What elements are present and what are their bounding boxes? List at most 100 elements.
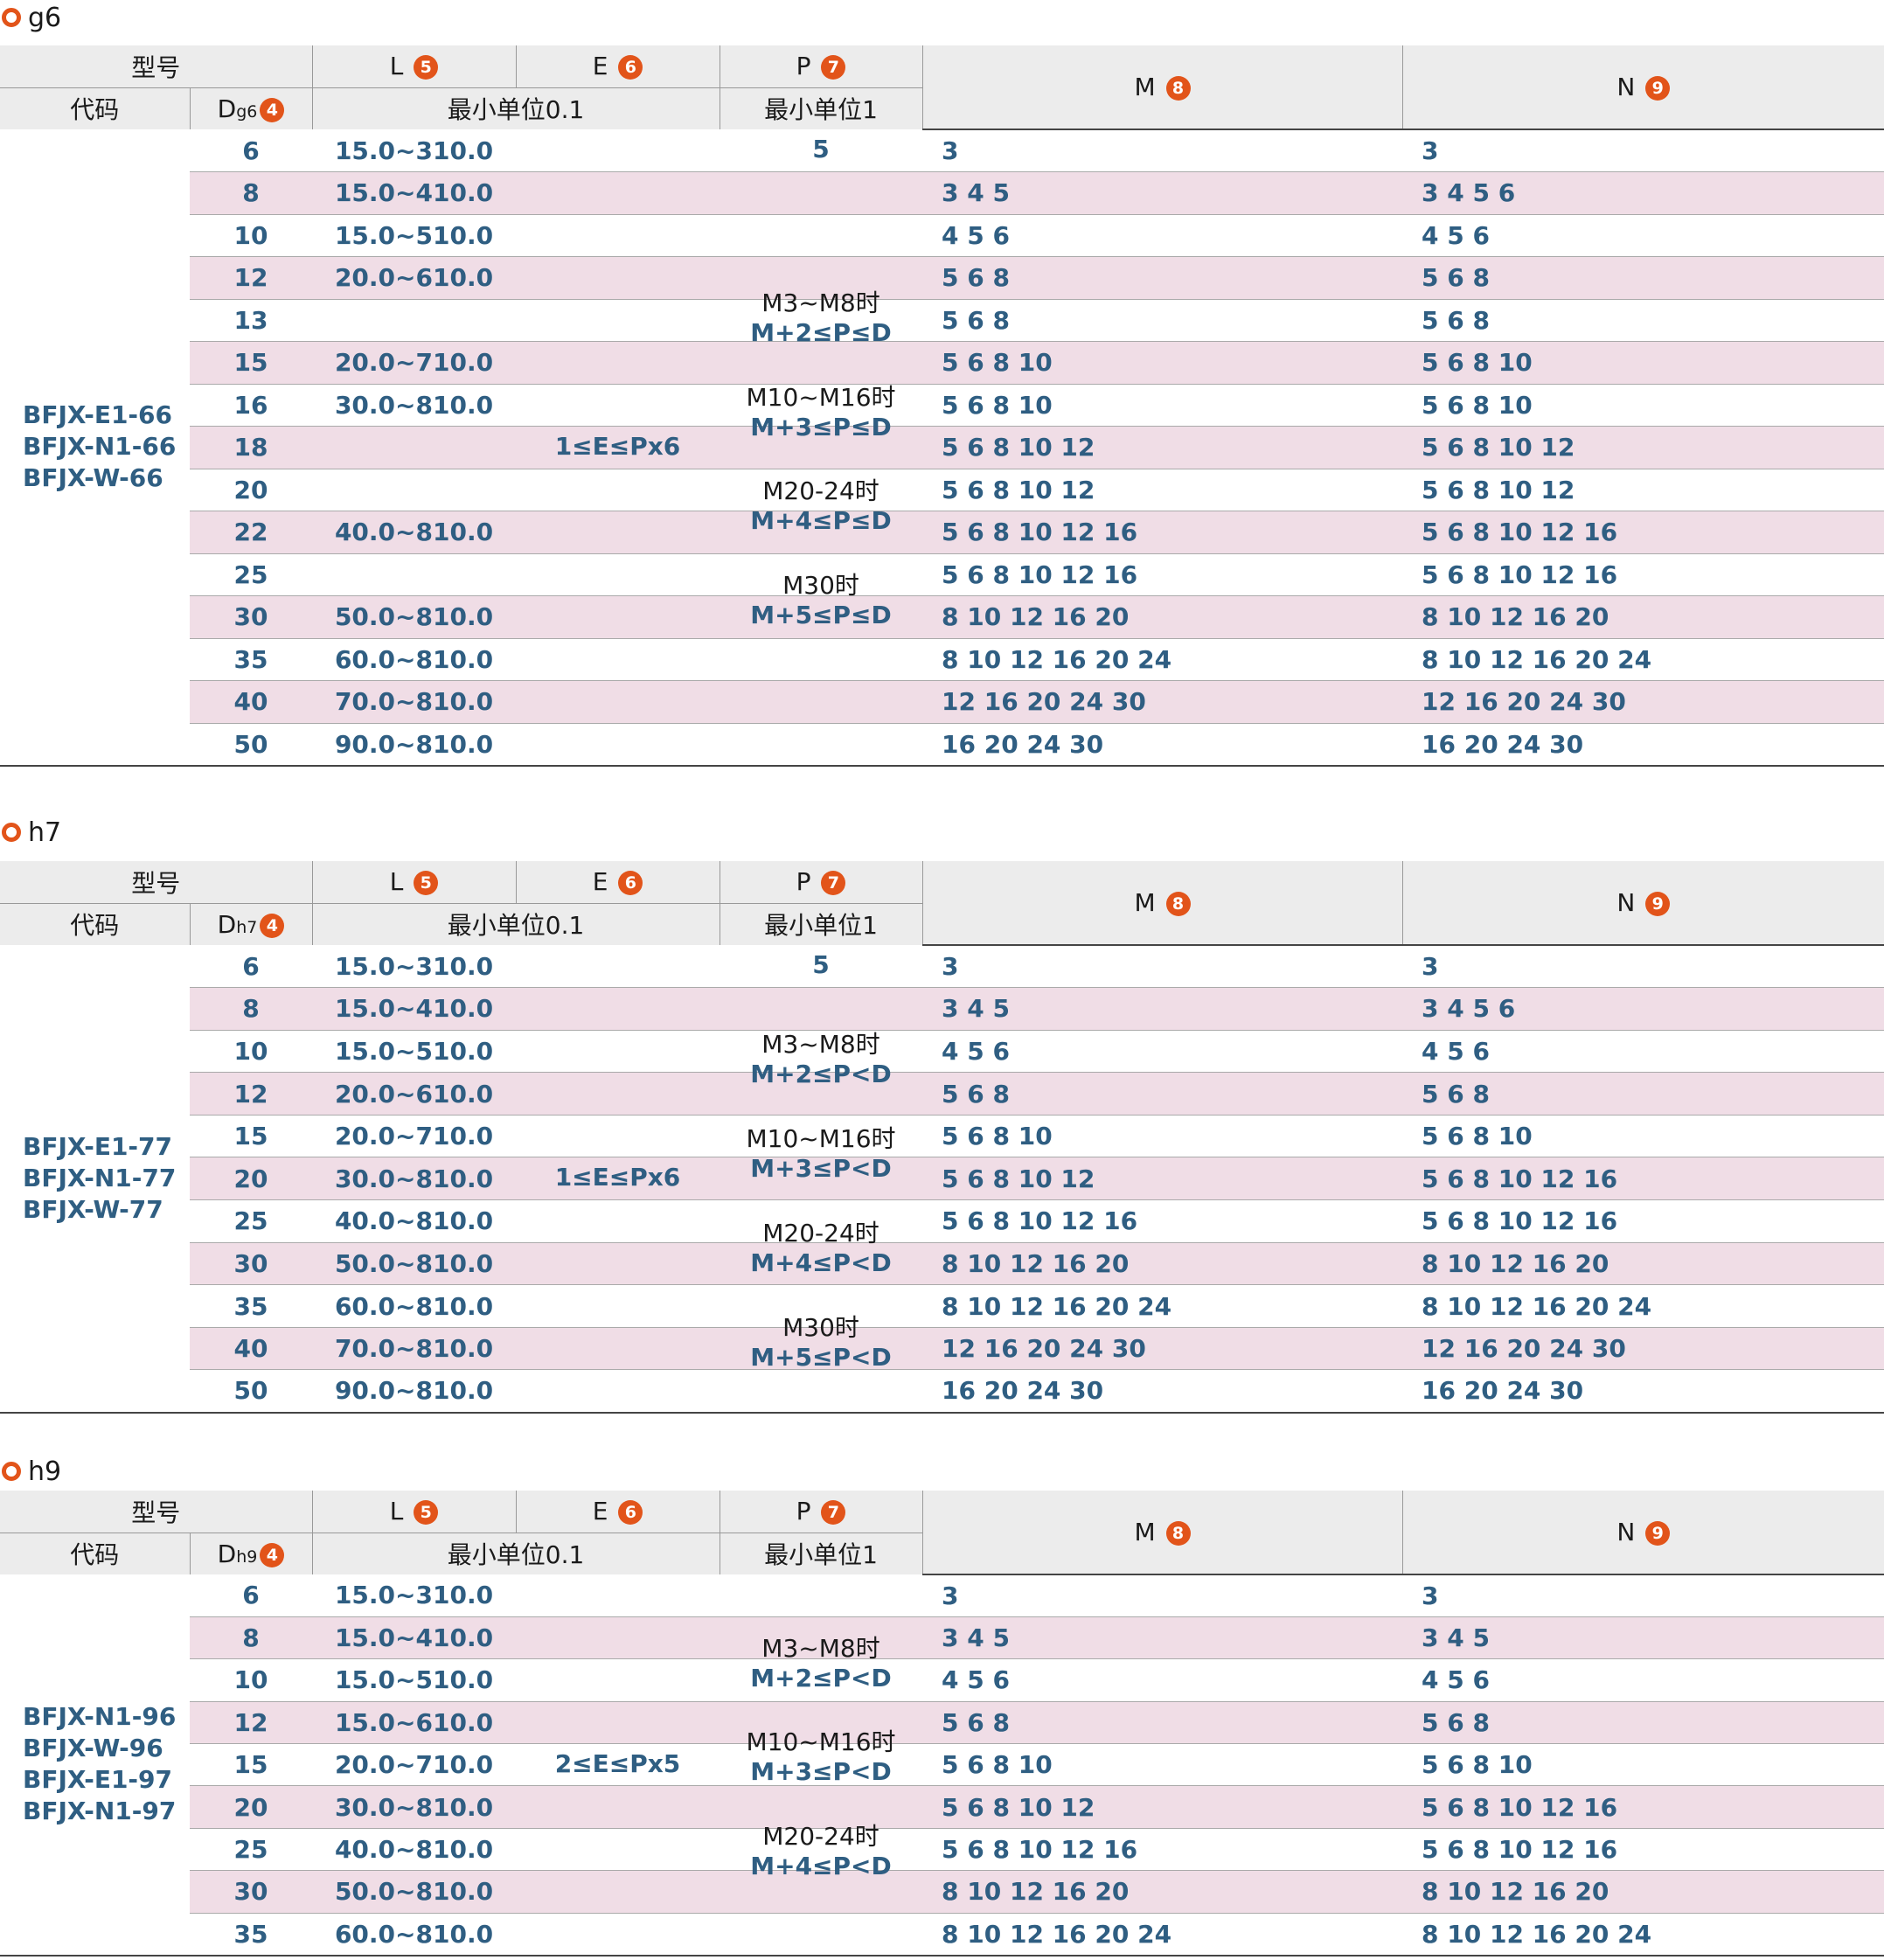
e-cell <box>516 1701 720 1745</box>
e-rule: 2≤E≤Px5 <box>554 1748 681 1778</box>
d-value: 8 <box>190 1616 313 1660</box>
p-cell <box>720 511 923 554</box>
d-value: 15 <box>190 341 313 385</box>
n-values: 3 4 5 <box>1402 1616 1884 1660</box>
header-d-sub: h9 <box>236 1546 258 1567</box>
e-cell <box>516 987 720 1031</box>
model-code: BFJX-W-96 <box>23 1734 163 1763</box>
header-p: P 7 <box>719 45 923 88</box>
n-values: 3 <box>1402 129 1884 172</box>
l-value: 90.0~810.0 <box>312 723 517 767</box>
e-cell <box>516 945 720 989</box>
e-cell <box>516 1828 720 1872</box>
l-value: 15.0~510.0 <box>312 1030 517 1074</box>
m-values: 5 6 8 <box>922 256 1403 300</box>
p-first-value: 5 <box>812 950 830 979</box>
n-values: 12 16 20 24 30 <box>1402 680 1884 724</box>
header-d: Dh7 4 <box>189 903 313 945</box>
n-values: 5 6 8 <box>1402 256 1884 300</box>
n-values: 3 4 5 6 <box>1402 987 1884 1031</box>
table-row: 12 15.0~610.0 5 6 8 5 6 8 <box>0 1701 1884 1745</box>
badge-5: 5 <box>414 871 439 896</box>
p-cell <box>720 1574 923 1617</box>
d-value: 8 <box>190 987 313 1031</box>
header-unit-1: 最小单位1 <box>719 1533 923 1574</box>
header-code: 代码 <box>0 903 190 945</box>
m-values: 5 6 8 10 12 <box>922 1157 1403 1201</box>
e-cell <box>516 214 720 257</box>
table-row: 30 50.0~810.0 8 10 12 16 20 8 10 12 16 20 <box>0 595 1884 639</box>
header-model: 型号 <box>0 1491 313 1533</box>
header-model: 型号 <box>0 861 313 904</box>
m-values: 3 <box>922 1574 1403 1617</box>
l-value: 15.0~410.0 <box>312 987 517 1031</box>
e-cell <box>516 256 720 300</box>
model-code: BFJX-N1-77 <box>23 1163 177 1192</box>
header-l: L 5 <box>311 861 517 904</box>
header-p: P 7 <box>719 1491 923 1533</box>
l-value: 20.0~610.0 <box>312 1072 517 1116</box>
l-value: 20.0~710.0 <box>312 341 517 385</box>
p-cell <box>720 595 923 639</box>
table-row: 50 90.0~810.0 16 20 24 30 16 20 24 30 <box>0 1369 1884 1414</box>
e-cell <box>516 638 720 681</box>
model-codes: BFJX-E1-77 BFJX-N1-77 BFJX-W-77 <box>0 945 190 1414</box>
n-values: 5 6 8 10 <box>1402 384 1884 427</box>
d-value: 35 <box>190 1913 313 1957</box>
e-cell <box>516 1369 720 1414</box>
e-cell <box>516 1574 720 1617</box>
e-cell <box>516 384 720 427</box>
badge-6: 6 <box>618 55 643 80</box>
p-cell <box>720 171 923 215</box>
table-row: BFJX-N1-96 BFJX-W-96 BFJX-E1-97 BFJX-N1-97 6… <box>0 1574 1884 1957</box>
m-values: 16 20 24 30 <box>922 723 1403 767</box>
e-cell <box>516 1913 720 1957</box>
e-cell <box>516 1327 720 1371</box>
n-values: 5 6 8 10 12 <box>1402 469 1884 511</box>
table-row: 12 20.0~610.0 5 6 8 5 6 8 <box>0 1072 1884 1116</box>
model-code: BFJX-W-66 <box>23 463 163 493</box>
table-row: 40 70.0~810.0 12 16 20 24 30 12 16 20 24 … <box>0 1327 1884 1371</box>
e-cell <box>516 1199 720 1243</box>
p-cell <box>720 723 923 767</box>
d-value: 20 <box>190 469 313 511</box>
d-value: 22 <box>190 511 313 554</box>
l-value: 40.0~810.0 <box>312 1199 517 1243</box>
e-rule: 1≤E≤Px6 <box>554 1163 681 1192</box>
m-values: 5 6 8 10 <box>922 341 1403 385</box>
table-row: 20 30.0~810.0 5 6 8 10 12 5 6 8 10 12 16 <box>0 1785 1884 1829</box>
table-row: BFJX-E1-77 BFJX-N1-77 BFJX-W-77 6 15.0~310.0… <box>0 945 1884 1414</box>
e-cell <box>516 1284 720 1328</box>
table-row: 35 60.0~810.0 8 10 12 16 20 24 8 10 12 16… <box>0 1913 1884 1957</box>
n-values: 12 16 20 24 30 <box>1402 1327 1884 1371</box>
header-unit-1: 最小单位1 <box>719 903 923 945</box>
d-value: 12 <box>190 1701 313 1745</box>
m-values: 8 10 12 16 20 <box>922 1242 1403 1286</box>
header-unit-01: 最小单位0.1 <box>311 903 720 945</box>
d-value: 20 <box>190 1785 313 1829</box>
header-code: 代码 <box>0 1533 190 1574</box>
d-value: 50 <box>190 723 313 767</box>
e-cell <box>516 299 720 342</box>
d-value: 50 <box>190 1369 313 1414</box>
badge-9: 9 <box>1645 892 1671 916</box>
table-row: 16 30.0~810.0 5 6 8 10 5 6 8 10 <box>0 384 1884 427</box>
badge-6: 6 <box>618 1500 643 1526</box>
e-cell <box>516 1030 720 1074</box>
l-value: 30.0~810.0 <box>312 1785 517 1829</box>
table-row: 18 5 6 8 10 12 5 6 8 10 12 <box>0 426 1884 469</box>
e-cell <box>516 1157 720 1201</box>
model-codes: BFJX-E1-66 BFJX-N1-66 BFJX-W-66 <box>0 129 190 767</box>
badge-9: 9 <box>1645 1521 1671 1546</box>
table-row: 40 70.0~810.0 12 16 20 24 30 12 16 20 24 … <box>0 680 1884 724</box>
l-value: 50.0~810.0 <box>312 595 517 639</box>
m-values: 4 5 6 <box>922 1658 1403 1702</box>
header-n: N 9 <box>1401 45 1884 130</box>
p-cell <box>720 1658 923 1702</box>
m-values: 8 10 12 16 20 24 <box>922 1284 1403 1328</box>
d-value: 15 <box>190 1743 313 1787</box>
m-values: 5 6 8 10 <box>922 1115 1403 1158</box>
e-cell <box>516 1785 720 1829</box>
n-values: 5 6 8 10 12 16 <box>1402 1157 1884 1201</box>
p-cell <box>720 1072 923 1116</box>
